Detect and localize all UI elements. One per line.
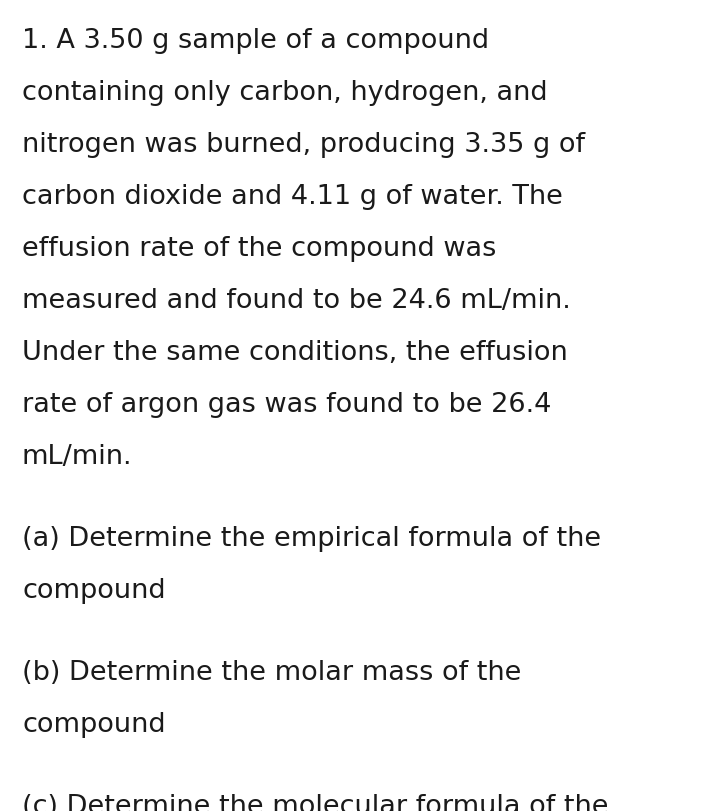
Text: mL/min.: mL/min. — [22, 444, 132, 470]
Text: compound: compound — [22, 711, 165, 737]
Text: carbon dioxide and 4.11 g of water. The: carbon dioxide and 4.11 g of water. The — [22, 184, 563, 210]
Text: containing only carbon, hydrogen, and: containing only carbon, hydrogen, and — [22, 80, 548, 106]
Text: (c) Determine the molecular formula of the: (c) Determine the molecular formula of t… — [22, 793, 609, 811]
Text: effusion rate of the compound was: effusion rate of the compound was — [22, 236, 496, 262]
Text: (b) Determine the molar mass of the: (b) Determine the molar mass of the — [22, 659, 521, 685]
Text: nitrogen was burned, producing 3.35 g of: nitrogen was burned, producing 3.35 g of — [22, 132, 585, 158]
Text: Under the same conditions, the effusion: Under the same conditions, the effusion — [22, 340, 568, 366]
Text: rate of argon gas was found to be 26.4: rate of argon gas was found to be 26.4 — [22, 392, 551, 418]
Text: compound: compound — [22, 577, 165, 603]
Text: measured and found to be 24.6 mL/min.: measured and found to be 24.6 mL/min. — [22, 288, 571, 314]
Text: 1. A 3.50 g sample of a compound: 1. A 3.50 g sample of a compound — [22, 28, 489, 54]
Text: (a) Determine the empirical formula of the: (a) Determine the empirical formula of t… — [22, 526, 601, 551]
